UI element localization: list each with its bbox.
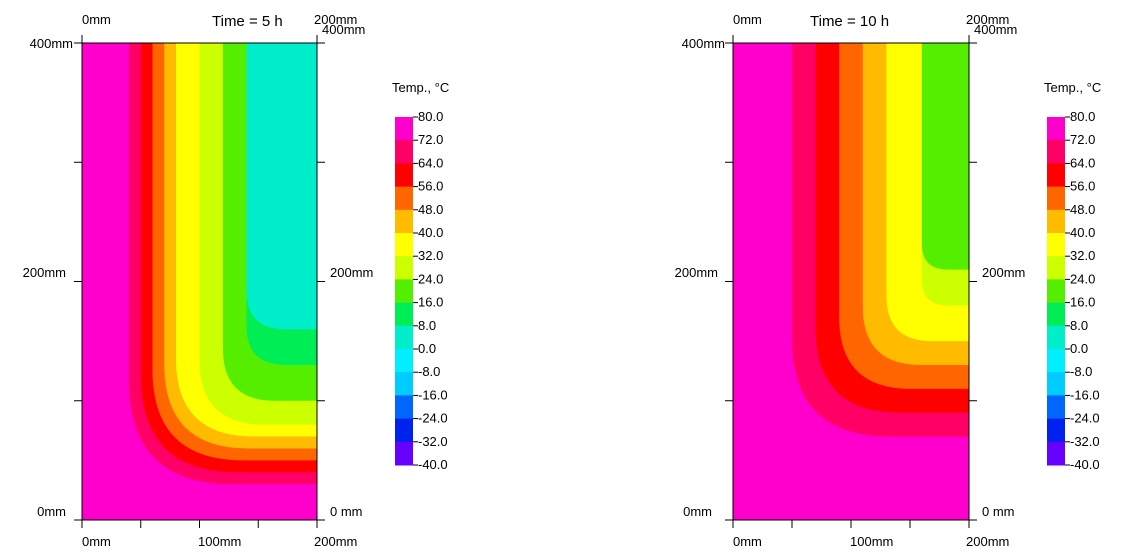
colorbar-tick-label: -24.0 — [418, 411, 448, 426]
colorbar-swatch — [395, 349, 413, 373]
colorbar-swatch — [1047, 372, 1065, 396]
colorbar-tick-label: 16.0 — [1070, 295, 1095, 310]
colorbar-swatch — [395, 163, 413, 188]
colorbar-swatch — [395, 186, 413, 211]
colorbar-tick-label: 48.0 — [1070, 202, 1095, 217]
x-bottom-label-200: 200mm — [966, 534, 1009, 549]
colorbar-swatch — [395, 209, 413, 234]
contour-panel-5h: Time = 5 h 0mm 200mm 0mm 100mm 200mm 400… — [23, 12, 450, 549]
contour-plot-area — [733, 43, 969, 520]
colorbar-swatch — [395, 441, 413, 466]
y-right-label-0: 0 mm — [330, 504, 363, 519]
y-right-label-200: 200mm — [982, 265, 1025, 280]
y-left-label-400: 400mm — [682, 36, 725, 51]
x-top-label-right: 200mm — [314, 12, 357, 27]
colorbar-title: Temp., °C — [1044, 80, 1101, 95]
panel-title: Time = 10 h — [810, 13, 889, 30]
y-right-label-400: 400mm — [974, 22, 1017, 37]
isotherm-band-7 — [921, 43, 969, 270]
colorbar-swatch — [395, 302, 413, 327]
colorbar-swatch — [1047, 418, 1065, 443]
colorbar-tick-label: 40.0 — [418, 225, 443, 240]
colorbar-swatch — [1047, 395, 1065, 420]
y-right-label-200: 200mm — [330, 265, 373, 280]
colorbar-swatch — [395, 140, 413, 164]
colorbar-tick-label: 72.0 — [418, 132, 443, 147]
colorbar-tick-label: -8.0 — [1070, 364, 1092, 379]
colorbar-tick-label: 8.0 — [418, 318, 436, 333]
y-left-label-400: 400mm — [30, 36, 73, 51]
colorbar-tick-label: 56.0 — [1070, 179, 1095, 194]
panel-title: Time = 5 h — [212, 13, 283, 30]
colorbar-swatch — [395, 117, 413, 141]
colorbar-tick-label: -16.0 — [1070, 387, 1100, 402]
colorbar-tick-label: -40.0 — [418, 457, 448, 472]
colorbar-tick-label: -32.0 — [418, 434, 448, 449]
colorbar-swatch — [1047, 279, 1065, 304]
y-left-label-200: 200mm — [23, 265, 66, 280]
colorbar-tick-label: 80.0 — [418, 109, 443, 124]
colorbar: 80.0 72.0 64.0 56.0 48.0 40.0 32.0 24.0 16.0 8.0 0… — [1047, 109, 1100, 472]
colorbar-tick-label: 0.0 — [418, 341, 436, 356]
y-right-label-400: 400mm — [322, 22, 365, 37]
y-left-label-0: 0mm — [683, 504, 712, 519]
colorbar-swatch — [1047, 256, 1065, 280]
colorbar-swatch — [1047, 233, 1065, 257]
colorbar-swatch — [1047, 140, 1065, 164]
colorbar-tick-label: 64.0 — [418, 155, 443, 170]
contour-panel-10h: Time = 10 h 0mm 200mm 0mm 100mm 200mm 40… — [675, 12, 1102, 549]
colorbar-title: Temp., °C — [392, 80, 449, 95]
x-top-label-left: 0mm — [733, 12, 762, 27]
colorbar-swatch — [395, 395, 413, 420]
colorbar-tick-label: 40.0 — [1070, 225, 1095, 240]
colorbar-tick-label: 24.0 — [418, 271, 443, 286]
colorbar-swatch — [1047, 117, 1065, 141]
colorbar-tick-label: 8.0 — [1070, 318, 1088, 333]
colorbar-tick-label: 48.0 — [418, 202, 443, 217]
colorbar-swatch — [395, 256, 413, 280]
y-right-label-0: 0 mm — [982, 504, 1015, 519]
contour-plot-area — [82, 43, 317, 520]
colorbar-tick-label: 32.0 — [1070, 248, 1095, 263]
colorbar-tick-label: 24.0 — [1070, 271, 1095, 286]
colorbar-tick-label: -24.0 — [1070, 411, 1100, 426]
colorbar: 80.0 72.0 64.0 56.0 48.0 40.0 32.0 24.0 16.0 8.0 0… — [395, 109, 448, 472]
colorbar-tick-label: -16.0 — [418, 387, 448, 402]
x-top-label-right: 200mm — [966, 12, 1009, 27]
colorbar-tick-label: -8.0 — [418, 364, 440, 379]
colorbar-swatch — [1047, 209, 1065, 234]
y-left-label-200: 200mm — [675, 265, 718, 280]
colorbar-swatch — [1047, 441, 1065, 466]
isotherm-band-9 — [246, 43, 317, 330]
y-left-label-0: 0mm — [37, 504, 66, 519]
colorbar-tick-label: 72.0 — [1070, 132, 1095, 147]
x-bottom-label-100: 100mm — [198, 534, 241, 549]
colorbar-swatch — [1047, 325, 1065, 350]
plot-frame — [74, 35, 325, 528]
colorbar-tick-label: 0.0 — [1070, 341, 1088, 356]
colorbar-swatch — [395, 372, 413, 396]
colorbar-swatch — [1047, 349, 1065, 373]
colorbar-tick-label: -40.0 — [1070, 457, 1100, 472]
x-top-label-left: 0mm — [82, 12, 111, 27]
x-bottom-label-200: 200mm — [314, 534, 357, 549]
colorbar-swatch — [1047, 186, 1065, 211]
colorbar-swatch — [395, 418, 413, 443]
plot-frame — [725, 35, 977, 528]
colorbar-tick-label: 32.0 — [418, 248, 443, 263]
colorbar-tick-label: 80.0 — [1070, 109, 1095, 124]
colorbar-swatch — [395, 233, 413, 257]
colorbar-tick-label: 64.0 — [1070, 155, 1095, 170]
colorbar-swatch — [395, 325, 413, 350]
x-bottom-label-0: 0mm — [733, 534, 762, 549]
colorbar-tick-label: 16.0 — [418, 295, 443, 310]
colorbar-swatch — [1047, 302, 1065, 327]
x-bottom-label-100: 100mm — [850, 534, 893, 549]
colorbar-swatch — [395, 279, 413, 304]
colorbar-swatch — [1047, 163, 1065, 188]
colorbar-tick-label: -32.0 — [1070, 434, 1100, 449]
colorbar-tick-label: 56.0 — [418, 179, 443, 194]
x-bottom-label-0: 0mm — [82, 534, 111, 549]
